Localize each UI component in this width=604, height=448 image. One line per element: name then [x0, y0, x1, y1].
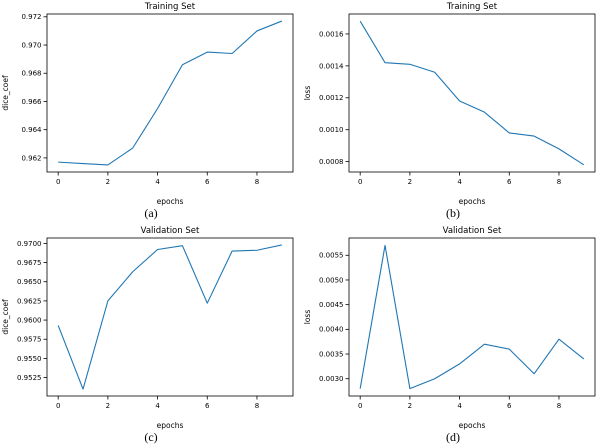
chart-d: 0 2 4 6 8 0.0030 0.0035 0.0040 0.0045 0.0050 0.005… [302, 224, 604, 448]
y-tick-label: 0.0035 [319, 350, 344, 358]
chart-a: 0 2 4 6 8 0.962 0.964 0.966 0.968 0.970 0.972 Train… [0, 0, 302, 224]
y-tick-label: 0.0016 [319, 30, 344, 38]
chart-b-plot: 0 2 4 6 8 0.0008 0.0010 0.0012 0.0014 0.0016 Train… [303, 2, 596, 206]
x-tick-label: 6 [205, 178, 210, 186]
x-tick-label: 2 [408, 402, 412, 410]
x-tick-label: 0 [358, 402, 362, 410]
y-tick-label: 0.9650 [17, 278, 42, 286]
y-tick-label: 0.9700 [17, 240, 42, 248]
x-tick-label: 8 [255, 402, 259, 410]
y-tick-label: 0.0050 [319, 276, 344, 284]
y-axis-label: loss [303, 310, 312, 325]
y-tick-label: 0.968 [21, 70, 41, 78]
y-tick-label: 0.9550 [17, 355, 42, 363]
series-line [57, 244, 282, 390]
y-tick-label: 0.0010 [319, 126, 344, 134]
chart-b: 0 2 4 6 8 0.0008 0.0010 0.0012 0.0014 0.0016 Train… [302, 0, 604, 224]
chart-title: Validation Set [443, 226, 502, 236]
x-axis-label: epochs [459, 197, 486, 206]
chart-c: 0 2 4 6 8 0.9525 0.9550 0.9575 0.9600 0.9625 0.965… [0, 224, 302, 448]
y-tick-label: 0.966 [21, 98, 42, 106]
x-tick-label: 2 [106, 178, 110, 186]
y-axis-label: dice_coef [1, 299, 10, 335]
y-tick-label: 0.0040 [319, 326, 344, 334]
y-axis-label: loss [303, 86, 312, 101]
y-tick-label: 0.964 [21, 126, 42, 134]
x-tick-label: 6 [507, 178, 512, 186]
x-tick-label: 8 [255, 178, 259, 186]
x-tick-label: 4 [457, 402, 462, 410]
chart-d-plot: 0 2 4 6 8 0.0030 0.0035 0.0040 0.0045 0.0050 0.005… [303, 226, 596, 430]
x-tick-label: 0 [358, 178, 362, 186]
x-tick-label: 2 [106, 402, 110, 410]
chart-a-plot: 0 2 4 6 8 0.962 0.964 0.966 0.968 0.970 0.972 Train… [1, 2, 294, 206]
y-tick-label: 0.962 [21, 154, 41, 162]
series-line [58, 20, 283, 166]
y-tick-label: 0.0045 [319, 301, 344, 309]
chart-c-caption: (c) [144, 430, 158, 444]
y-tick-label: 0.9625 [17, 297, 42, 305]
x-tick-label: 8 [557, 178, 561, 186]
y-tick-label: 0.0014 [319, 62, 344, 70]
axes-frame [348, 237, 596, 397]
chart-c-plot: 0 2 4 6 8 0.9525 0.9550 0.9575 0.9600 0.9625 0.965… [1, 226, 294, 430]
x-axis-label: epochs [157, 421, 184, 430]
x-axis-label: epochs [459, 421, 486, 430]
series-line [359, 244, 585, 390]
y-tick-label: 0.0055 [319, 252, 344, 260]
x-tick-label: 0 [56, 402, 60, 410]
chart-title: Training Set [446, 2, 498, 12]
y-tick-label: 0.972 [21, 13, 41, 21]
chart-title: Training Set [144, 2, 196, 12]
x-axis-label: epochs [157, 197, 184, 206]
series-line [359, 20, 585, 166]
chart-title: Validation Set [141, 226, 200, 236]
y-tick-label: 0.0012 [319, 94, 344, 102]
y-tick-label: 0.0008 [319, 158, 344, 166]
axes-frame [46, 13, 294, 173]
x-tick-label: 8 [557, 402, 561, 410]
axes-frame [46, 237, 294, 397]
x-tick-label: 4 [155, 178, 160, 186]
y-axis-label: dice_coef [1, 75, 10, 111]
x-tick-label: 4 [457, 178, 462, 186]
chart-a-caption: (a) [144, 206, 158, 220]
chart-b-caption: (b) [446, 206, 460, 220]
axes-frame [348, 13, 596, 173]
x-tick-label: 4 [155, 402, 160, 410]
x-tick-label: 2 [408, 178, 412, 186]
x-tick-label: 0 [56, 178, 60, 186]
y-tick-label: 0.9675 [17, 259, 42, 267]
x-tick-label: 6 [205, 402, 210, 410]
y-tick-label: 0.9600 [17, 316, 42, 324]
y-tick-label: 0.970 [21, 41, 41, 49]
y-tick-label: 0.0030 [319, 375, 344, 383]
y-tick-label: 0.9525 [17, 374, 42, 382]
x-tick-label: 6 [507, 402, 512, 410]
chart-d-caption: (d) [446, 430, 460, 444]
y-tick-label: 0.9575 [17, 336, 42, 344]
